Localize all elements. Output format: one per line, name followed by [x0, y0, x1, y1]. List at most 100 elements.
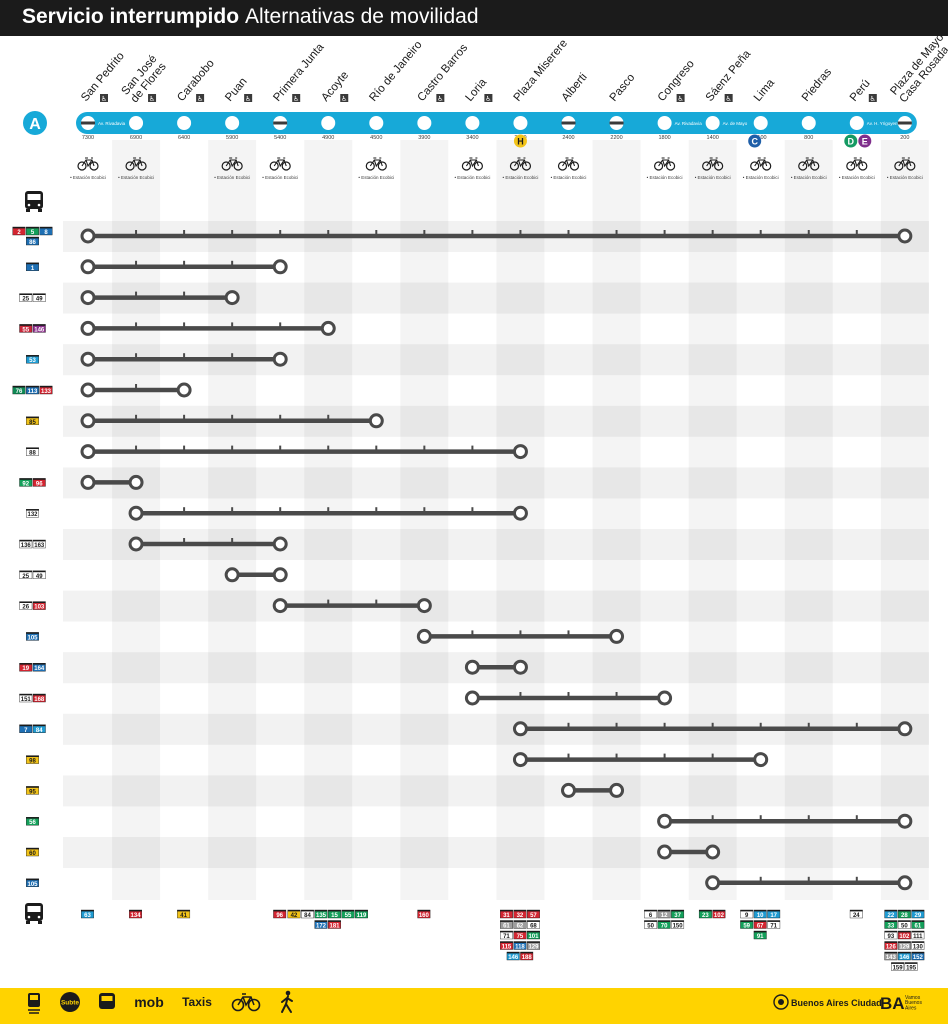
bus-badge-number: 33: [888, 924, 895, 930]
bus-row-0: 2 5 8 86: [12, 226, 913, 246]
page-header: Servicio interrumpido Alternativas de mov…: [0, 0, 948, 36]
bus-badge-top: [301, 910, 314, 912]
mobility-map-svg: San Pedrito♿San Joséde Flores♿ Carabobo♿ P…: [12, 32, 948, 972]
bike-wheel: [89, 161, 99, 171]
accessibility-icon: [196, 94, 205, 102]
bus-badge-number: 76: [16, 389, 23, 395]
bike-wheel: [810, 161, 820, 171]
bottom-buses-station-2: 41: [177, 909, 191, 919]
bike-wheel: [521, 161, 532, 171]
bike-station-label: • Estación Ecobici: [118, 175, 154, 180]
bike-frame: [129, 157, 143, 168]
transfer-letter: H: [517, 137, 524, 147]
bike-wheel: [231, 998, 245, 1012]
bottom-buses-station-16: 24: [849, 909, 863, 919]
route-start: [561, 782, 576, 798]
bike-frame: [754, 157, 768, 168]
bus-row-10: 136 163: [19, 536, 288, 552]
bus-badge-top: [33, 724, 46, 727]
bike-wheel: [858, 161, 868, 171]
accessibility-icon: [244, 94, 253, 102]
bus-badge-number: 25: [22, 574, 29, 580]
bus-badge-number: 59: [743, 924, 750, 930]
bottom-buses-station-14: 9 10 17 59 67 71 91: [740, 909, 781, 940]
station-name-17: Plaza de MayoCasa Rosada: [888, 32, 948, 106]
bus-badge-top: [26, 632, 39, 634]
bike-frame: [237, 993, 255, 1007]
route-start: [80, 413, 96, 429]
bus-badge-number: 135: [316, 913, 327, 919]
bottom-buses-station-0: 63: [81, 909, 94, 919]
row-stripe: [63, 775, 929, 807]
brand-ba-sub-line: Aires: [905, 1005, 917, 1011]
bike-frame: [802, 157, 816, 168]
bus-badge-top: [671, 920, 684, 922]
bus-badge-top: [884, 931, 898, 933]
bus-badge-top: [26, 237, 39, 239]
bus-badge-top: [898, 920, 911, 922]
line-a-track: [76, 112, 917, 134]
station-name-text: Lima: [752, 77, 778, 104]
bus-badge-top: [26, 755, 39, 757]
bike-station-label: • Estación Ecobici: [695, 175, 731, 180]
bus-badge-number: 163: [34, 543, 45, 549]
street-number: 7300: [82, 135, 94, 141]
bike-station-label: • Estación Ecobici: [791, 175, 827, 180]
bike-frame: [658, 157, 672, 168]
bus-badge-number: 19: [22, 666, 29, 672]
bus-row-15: 151 168: [19, 690, 673, 706]
bus-badge-number: 8: [44, 230, 48, 236]
street-number: 1100: [755, 135, 767, 141]
bus-badge-top: [39, 227, 53, 229]
bike-wheel: [377, 161, 387, 171]
station-name-line: Piedras: [800, 66, 834, 104]
bus-badge-top: [740, 920, 753, 922]
city-logo-core: [778, 999, 784, 1005]
bus-badge-number: 24: [853, 913, 860, 919]
bike-wheel: [269, 161, 279, 171]
footer-bike-icon: [231, 993, 261, 1012]
station-name-15: Piedras: [800, 66, 834, 104]
bus-badge-top: [33, 293, 46, 295]
bus-badge-number: 181: [329, 924, 340, 930]
bike-wheel: [461, 161, 471, 171]
bike-wheel: [77, 161, 87, 171]
bus-badge-top: [328, 920, 341, 922]
route-start: [80, 228, 96, 244]
bike-station-label: • Estación Ecobici: [551, 175, 587, 180]
bus-badge-number: 126: [886, 945, 897, 951]
route-end: [416, 598, 432, 614]
bus-badge-top: [19, 601, 32, 603]
route-start: [80, 320, 96, 336]
bus-badge-top: [273, 910, 286, 912]
walk-body: [281, 995, 293, 1013]
route-start: [416, 628, 432, 644]
bus-badge-top: [129, 910, 142, 912]
station-dot: [417, 116, 432, 130]
street-number: 2400: [562, 135, 574, 141]
row-stripe: [63, 467, 929, 499]
bus-badge-top: [850, 910, 863, 912]
bus-badge-top: [513, 941, 527, 943]
page-title: Servicio interrumpido Alternativas de mov…: [22, 5, 479, 29]
bus-badge-number: 2: [17, 230, 21, 236]
bottom-buses-station-9: 31 32 57 61 62 68 71 75 101 115 118 129 146 188: [500, 909, 540, 961]
bus-badge-number: 50: [647, 924, 654, 930]
bus-badge-top: [884, 941, 898, 943]
bus-badge-top: [417, 910, 431, 912]
bus-badge-top: [26, 416, 39, 419]
bus-badge-number: 25: [22, 297, 29, 303]
bus-badge-top: [712, 910, 726, 912]
bus-badge-number: 53: [29, 358, 36, 364]
bottom-buses-station-12: 6 12 37 50 70 150: [644, 909, 685, 930]
bike-icon: • Estación Ecobici: [791, 157, 827, 180]
station-dot: [849, 116, 864, 130]
route-start: [80, 474, 96, 490]
route-end: [176, 382, 192, 398]
city-logo-ring: [773, 994, 789, 1010]
bus-badge-top: [884, 910, 898, 912]
train-icon: [28, 993, 40, 1014]
bus-badge-top: [891, 962, 904, 964]
bus-badge-top: [19, 324, 32, 326]
bus-badge-number: 164: [34, 666, 45, 672]
